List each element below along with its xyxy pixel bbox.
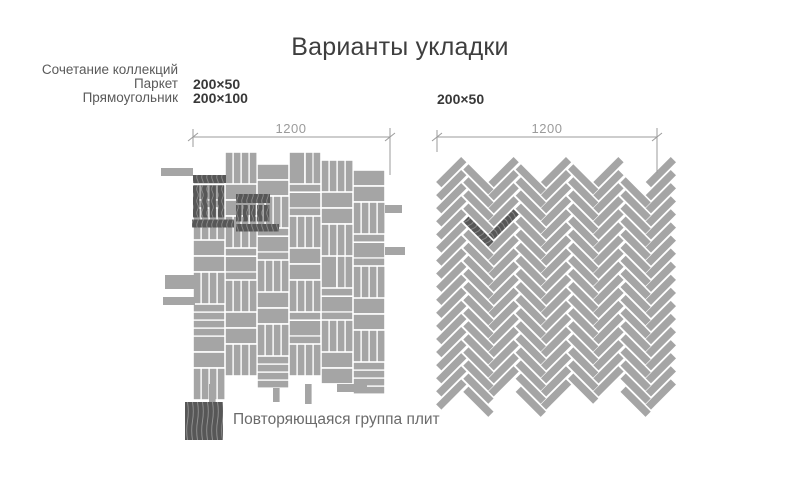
label-rectangle: Прямоугольник bbox=[82, 90, 178, 105]
left-pattern-tiles bbox=[161, 152, 405, 404]
swatch-fill bbox=[185, 402, 223, 440]
dimension-lines bbox=[187, 128, 663, 175]
right-pattern-tiles bbox=[436, 156, 676, 417]
left-tile-sizes: 200×50 200×100 bbox=[193, 77, 248, 105]
repeating-group-swatch bbox=[185, 402, 223, 440]
label-parquet: Паркет bbox=[133, 76, 178, 91]
right-tile-size: 200×50 bbox=[437, 91, 485, 107]
legend-label: Повторяющаяся группа плит bbox=[233, 411, 440, 428]
repeating-group-overlay bbox=[192, 175, 279, 232]
size-parquet: 200×50 bbox=[193, 76, 241, 92]
label-collection: Сочетание коллекций bbox=[41, 62, 178, 77]
collection-labels: Сочетание коллекций Паркет Прямоугольник bbox=[42, 63, 178, 105]
right-dimension-label: 1200 bbox=[531, 121, 563, 136]
page-title: Варианты укладки bbox=[291, 33, 509, 61]
size-rectangle: 200×100 bbox=[193, 90, 248, 106]
left-dimension-label: 1200 bbox=[275, 121, 307, 136]
